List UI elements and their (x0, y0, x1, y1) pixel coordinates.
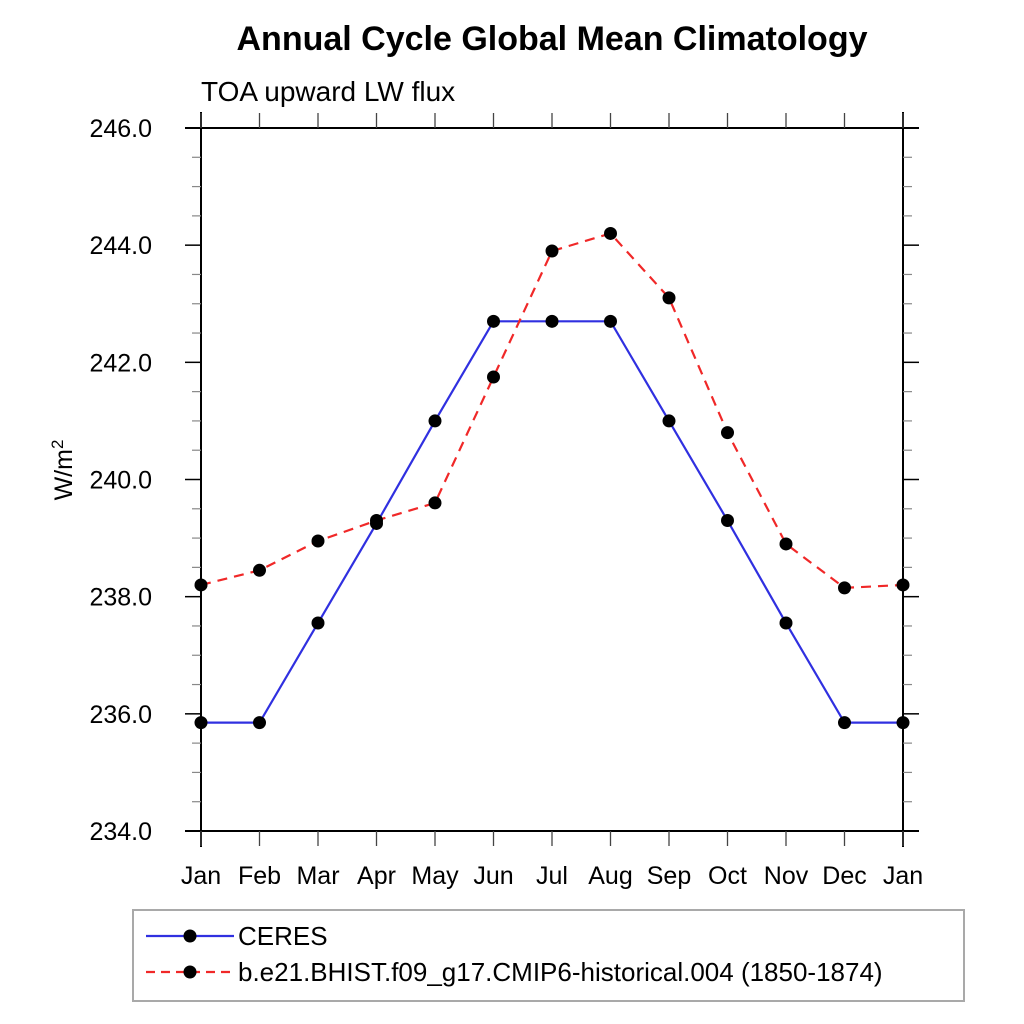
legend-line-sample-ceres (146, 929, 234, 943)
data-point-marker (838, 581, 851, 595)
data-point-marker (604, 226, 617, 240)
data-point-marker (604, 314, 617, 328)
data-point-marker (721, 426, 734, 440)
data-point-marker (896, 578, 910, 592)
data-point-marker (253, 716, 266, 730)
series-line-ceres (201, 320, 903, 724)
data-point-marker (779, 616, 793, 630)
y-tick-label: 244.0 (89, 232, 152, 260)
data-point-marker (662, 414, 676, 428)
legend: CERES b.e21.BHIST.f09_g17.CMIP6-historic… (132, 909, 965, 1002)
data-point-marker (896, 716, 910, 730)
data-point-marker (487, 314, 500, 328)
x-tick-label: Jan (883, 862, 923, 890)
x-tick-label: Feb (238, 862, 281, 890)
data-point-marker (370, 514, 383, 528)
y-tick-label: 246.0 (89, 115, 152, 143)
data-point-marker (838, 716, 851, 730)
data-point-marker (487, 370, 500, 384)
legend-row-ceres: CERES (134, 918, 963, 954)
data-point-marker (545, 244, 559, 258)
data-point-marker (311, 616, 325, 630)
data-point-marker (311, 534, 325, 548)
x-tick-label: May (411, 862, 459, 890)
legend-label-model: b.e21.BHIST.f09_g17.CMIP6-historical.004… (238, 956, 883, 987)
x-tick-label: Mar (296, 862, 339, 890)
y-tick-label: 234.0 (89, 818, 152, 846)
data-point-marker (662, 291, 676, 305)
x-tick-label: Jan (181, 862, 221, 890)
data-point-marker (779, 537, 793, 551)
x-tick-label: Dec (822, 862, 866, 890)
x-tick-label: Sep (647, 862, 691, 890)
data-point-marker (428, 496, 442, 510)
data-point-marker (721, 514, 734, 528)
legend-label-ceres: CERES (238, 920, 328, 951)
y-axis-label: W/m2 (48, 440, 78, 501)
data-point-marker (194, 716, 208, 730)
y-tick-label: 242.0 (89, 349, 152, 377)
legend-sample-marker (183, 965, 197, 979)
y-tick-label: 238.0 (89, 584, 152, 612)
x-tick-label: Jun (473, 862, 513, 890)
data-point-marker (253, 563, 266, 577)
chart-subtitle: TOA upward LW flux (201, 76, 456, 107)
y-tick-label: 236.0 (89, 701, 152, 729)
x-tick-label: Apr (357, 862, 396, 890)
legend-sample-marker (183, 929, 197, 943)
series-line-model (200, 232, 904, 589)
data-point-marker (545, 314, 559, 328)
data-point-marker (428, 414, 442, 428)
x-tick-label: Nov (764, 862, 809, 890)
data-point-marker (194, 578, 208, 592)
chart-title: Annual Cycle Global Mean Climatology (236, 20, 868, 58)
x-tick-label: Jul (536, 862, 568, 890)
y-tick-label: 240.0 (89, 467, 152, 495)
legend-line-sample-model (146, 965, 234, 979)
x-tick-label: Oct (708, 862, 747, 890)
x-tick-label: Aug (588, 862, 632, 890)
legend-row-model: b.e21.BHIST.f09_g17.CMIP6-historical.004… (134, 954, 963, 990)
